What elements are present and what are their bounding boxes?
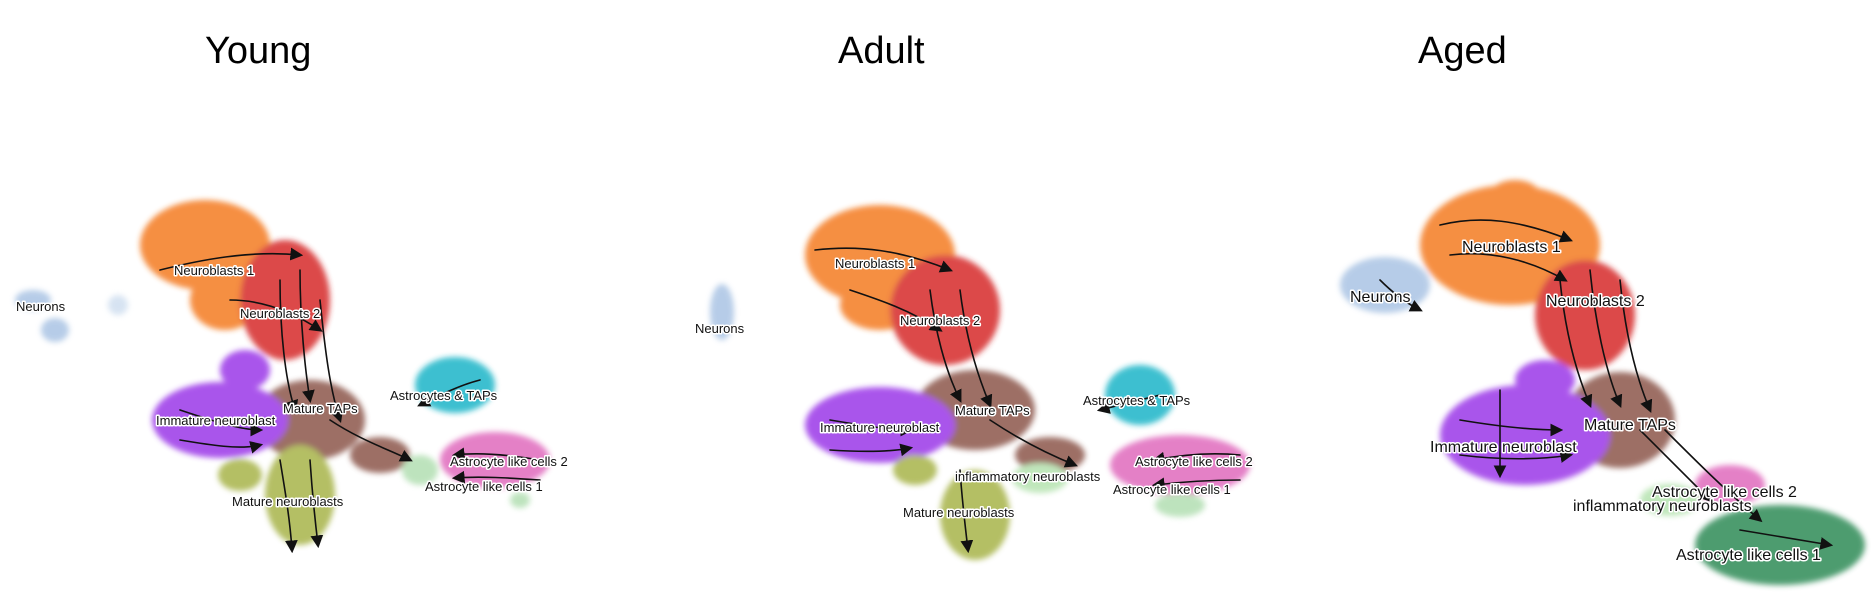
label-astrocytes-taps: Astrocytes & TAPs	[1083, 393, 1191, 408]
cluster-astrocyte-like1-adult	[1155, 493, 1205, 517]
cluster-neurons-adult	[710, 284, 734, 340]
cluster-mature-neuroblasts-adult	[940, 470, 1010, 560]
cluster-immature-neuroblast-adult	[805, 387, 955, 463]
cluster-inflammatory-aged	[1640, 484, 1700, 516]
panel-title-aged: Aged	[1418, 30, 1507, 72]
panel-title-adult: Adult	[838, 30, 925, 72]
label-mature-taps: Mature TAPs	[283, 401, 358, 416]
label-mature-taps: Mature TAPs	[955, 403, 1030, 418]
label-mature-neuroblasts: Mature neuroblasts	[232, 494, 344, 509]
label-neuroblasts-2: Neuroblasts 2	[900, 313, 980, 328]
cluster-neuroblasts2-young	[240, 240, 330, 360]
label-mature-taps: Mature TAPs	[1584, 417, 1676, 434]
label-immature-neuroblast: Immature neuroblast	[156, 413, 276, 428]
cluster-mature-neuroblasts-young	[265, 445, 335, 545]
cluster-immature-neuroblast-aged	[1440, 385, 1610, 485]
panel-aged: Neuroblasts 1 Neurons Neuroblasts 2 Matu…	[1340, 180, 1865, 585]
cluster-neuroblasts2-adult	[890, 255, 1000, 365]
label-mature-neuroblasts: Mature neuroblasts	[903, 505, 1015, 520]
label-immature-neuroblast: Immature neuroblast	[1430, 439, 1577, 456]
label-astrocytes-taps: Astrocytes & TAPs	[390, 388, 498, 403]
cluster-labels-adult: Neuroblasts 1 Neurons Neuroblasts 2 Astr…	[694, 255, 1255, 522]
label-astrocyte-like-2: Astrocyte like cells 2	[1652, 484, 1797, 501]
cluster-astrocyte-like1-aged	[1695, 505, 1865, 585]
label-neurons: Neurons	[16, 299, 66, 314]
cluster-astrocytes-taps-adult	[1105, 365, 1175, 425]
velocity-streams-adult	[814, 247, 1241, 554]
cluster-inflammatory-adult	[1012, 463, 1068, 493]
cluster-labels-aged: Neuroblasts 1 Neurons Neuroblasts 2 Matu…	[1349, 238, 1823, 566]
label-neuroblasts-2: Neuroblasts 2	[240, 306, 320, 321]
label-astrocyte-like-1: Astrocyte like cells 1	[1676, 547, 1821, 564]
cluster-immature-neuroblast-young	[152, 382, 288, 458]
cluster-astrocytes-taps-young	[415, 357, 495, 413]
panel-adult: Neuroblasts 1 Neurons Neuroblasts 2 Astr…	[694, 205, 1255, 560]
label-immature-neuroblast: Immature neuroblast	[820, 420, 940, 435]
label-inflammatory-neuroblasts: inflammatory neuroblasts	[955, 469, 1101, 484]
label-astrocyte-like-1: Astrocyte like cells 1	[425, 479, 543, 494]
panel-young: Neurons Neuroblasts 1 Neuroblasts 2 Astr…	[15, 200, 570, 554]
label-neuroblasts-1: Neuroblasts 1	[1462, 239, 1561, 256]
label-neuroblasts-2: Neuroblasts 2	[1546, 293, 1645, 310]
velocity-streams-aged	[1379, 219, 1834, 550]
cluster-neurons-young	[15, 290, 51, 310]
velocity-streams-young	[159, 247, 541, 554]
label-neurons: Neurons	[1350, 289, 1410, 306]
cluster-mature-taps-young	[255, 380, 365, 460]
panel-title-young: Young	[205, 30, 312, 72]
cluster-astrocyte-like1-young	[402, 455, 438, 485]
cluster-labels-young: Neurons Neuroblasts 1 Neuroblasts 2 Astr…	[15, 262, 570, 511]
label-neuroblasts-1: Neuroblasts 1	[174, 263, 254, 278]
label-astrocyte-like-2: Astrocyte like cells 2	[450, 454, 568, 469]
label-astrocyte-like-1: Astrocyte like cells 1	[1113, 482, 1231, 497]
label-inflammatory-neuroblasts: inflammatory neuroblasts	[1573, 498, 1752, 515]
label-neurons: Neurons	[695, 321, 745, 336]
cluster-neuroblasts2-aged	[1535, 260, 1635, 370]
label-astrocyte-like-2: Astrocyte like cells 2	[1135, 454, 1253, 469]
cluster-astrocyte-like2-aged	[1695, 465, 1765, 505]
label-neuroblasts-1: Neuroblasts 1	[835, 256, 915, 271]
cluster-astrocyte-like2-young	[440, 432, 550, 488]
